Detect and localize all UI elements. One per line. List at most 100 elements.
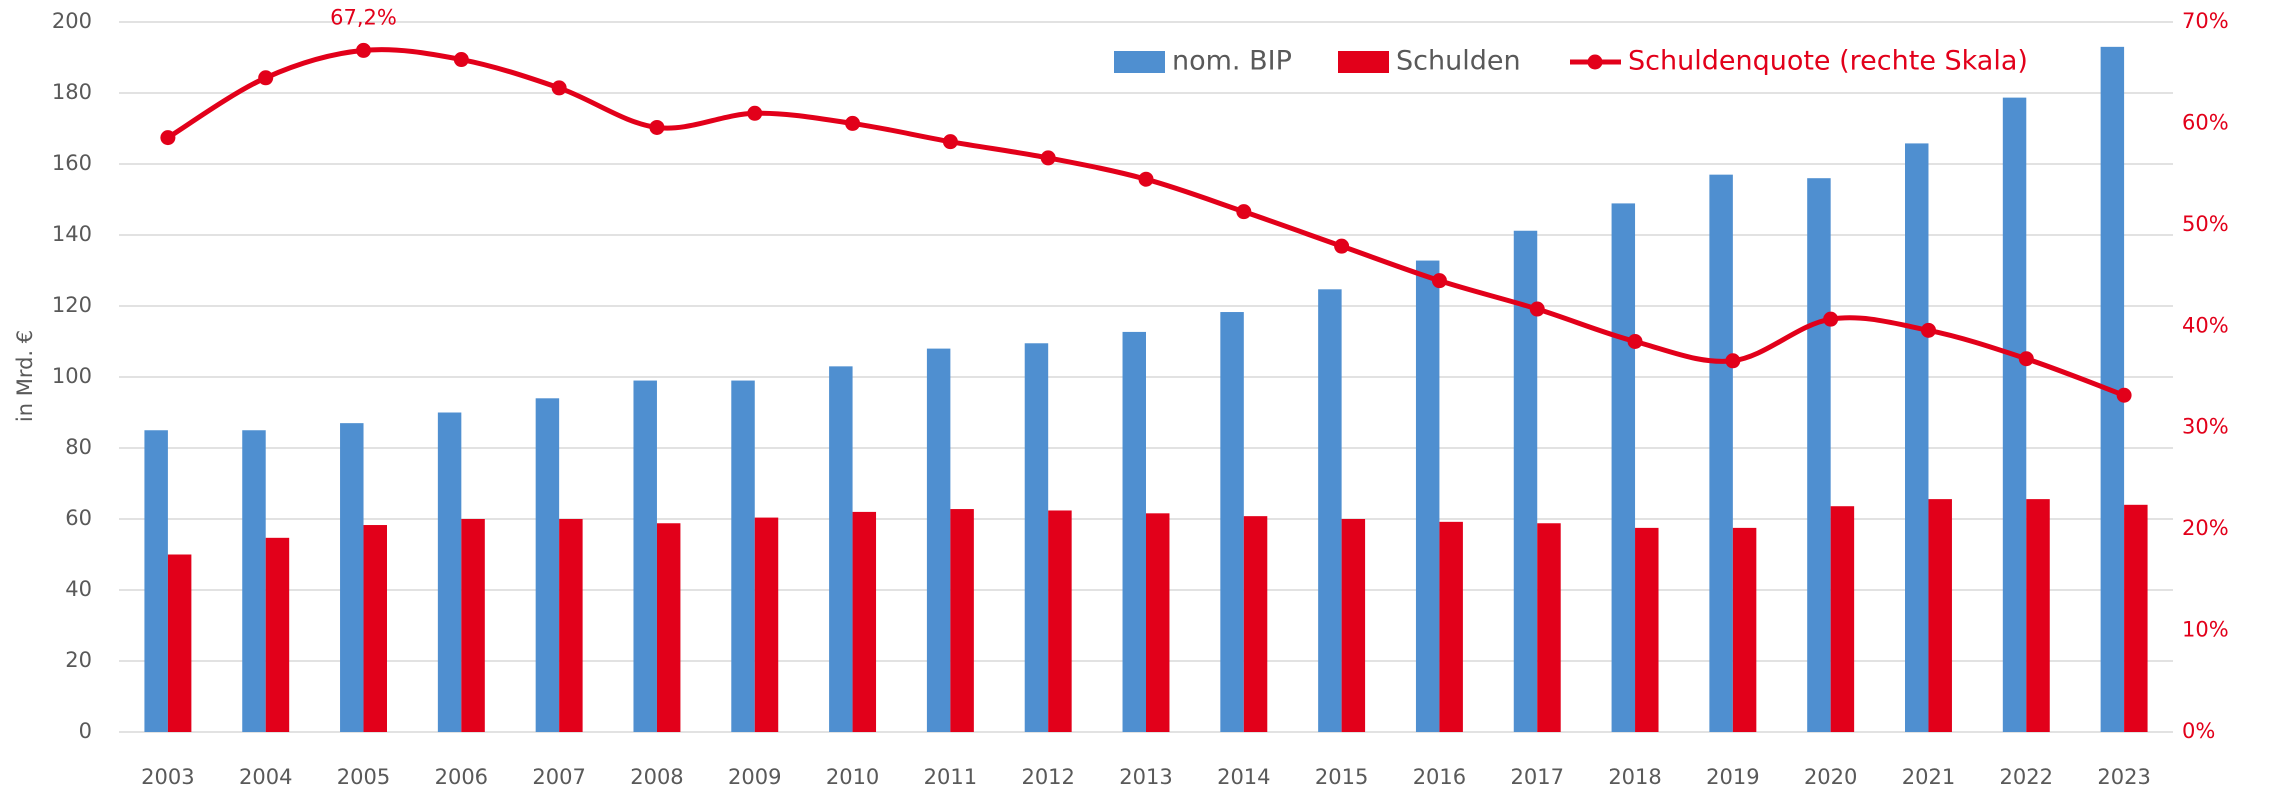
- line-marker: [1529, 301, 1545, 317]
- line: [166, 47, 2125, 398]
- y2-tick-label: 30%: [2182, 415, 2229, 439]
- line-marker: [356, 42, 372, 58]
- line-marker: [2018, 351, 2034, 367]
- bar: [950, 509, 974, 732]
- bar: [2002, 97, 2027, 733]
- bar: [2026, 499, 2050, 732]
- y2-tick-label: 50%: [2182, 212, 2229, 236]
- line-marker: [551, 80, 567, 96]
- bar: [437, 412, 462, 732]
- y2-tick-label: 20%: [2182, 516, 2229, 540]
- line-marker: [1431, 273, 1447, 289]
- legend-swatch: [1587, 54, 1603, 70]
- bar: [1830, 506, 1855, 732]
- bar: [340, 423, 364, 732]
- line-marker: [1334, 238, 1350, 254]
- bar: [1220, 312, 1244, 732]
- x-tick-label: 2005: [337, 765, 390, 789]
- line-marker: [1040, 150, 1056, 166]
- bar: [852, 511, 877, 732]
- bar: [1709, 174, 1733, 732]
- x-tick-label: 2007: [532, 765, 585, 789]
- line-marker: [453, 52, 469, 68]
- bar: [731, 380, 755, 732]
- bar: [1146, 513, 1170, 732]
- line-marker: [1627, 334, 1643, 349]
- legend-label: Schulden: [1396, 46, 1521, 77]
- bar: [242, 430, 266, 732]
- bar: [1928, 499, 1952, 732]
- bar: [1048, 510, 1072, 732]
- line-marker: [649, 119, 665, 135]
- bar: [1905, 143, 1929, 732]
- y-tick-label: 20: [65, 648, 92, 672]
- legend-swatch: [1338, 51, 1389, 73]
- line-marker: [942, 134, 958, 150]
- bar: [1807, 178, 1831, 732]
- x-tick-label: 2010: [826, 765, 879, 789]
- line-marker: [160, 130, 176, 146]
- y2-tick-label: 70%: [2182, 9, 2229, 33]
- y-tick-label: 0: [79, 719, 92, 743]
- bar: [559, 519, 583, 732]
- bar: [265, 537, 290, 732]
- x-tick-label: 2008: [630, 765, 683, 789]
- legend-label: nom. BIP: [1172, 46, 1292, 77]
- line-marker: [1138, 171, 1154, 187]
- y-axis-label: in Mrd. €: [13, 330, 37, 422]
- y2-tick-label: 0%: [2182, 719, 2215, 743]
- bar: [1439, 521, 1463, 732]
- bar: [2124, 504, 2148, 732]
- y2-tick-label: 60%: [2182, 110, 2229, 134]
- bar: [926, 348, 951, 732]
- x-tick-label: 2022: [2000, 765, 2053, 789]
- bar: [1415, 260, 1440, 732]
- bar: [1318, 289, 1342, 732]
- x-tick-label: 2004: [239, 765, 292, 789]
- line-marker: [1920, 322, 1936, 338]
- x-tick-label: 2023: [2097, 765, 2150, 789]
- bar: [1341, 519, 1366, 732]
- x-tick-label: 2013: [1119, 765, 1172, 789]
- x-tick-label: 2012: [1021, 765, 1074, 789]
- bar: [1024, 343, 1049, 732]
- bar: [1732, 527, 1757, 732]
- legend-label: Schuldenquote (rechte Skala): [1628, 46, 2028, 77]
- y-tick-label: 140: [52, 222, 92, 246]
- line-marker: [1725, 353, 1741, 369]
- x-tick-label: 2014: [1217, 765, 1270, 789]
- x-tick-label: 2019: [1706, 765, 1759, 789]
- y-tick-label: 180: [52, 80, 92, 104]
- y-tick-label: 80: [65, 435, 92, 459]
- x-tick-label: 2018: [1608, 765, 1661, 789]
- line-marker: [258, 70, 274, 86]
- bar: [535, 398, 560, 732]
- bar: [1122, 331, 1146, 732]
- line-marker: [1236, 204, 1252, 220]
- y-tick-label: 200: [52, 9, 92, 33]
- line-marker: [2116, 387, 2132, 403]
- bar: [1537, 523, 1561, 732]
- data-label: 67,2%: [330, 5, 397, 29]
- bar: [363, 525, 387, 732]
- bar: [1513, 230, 1538, 733]
- x-tick-label: 2006: [435, 765, 488, 789]
- bar: [633, 380, 657, 732]
- bar: [754, 517, 779, 732]
- y-tick-label: 60: [65, 506, 92, 530]
- y-tick-label: 100: [52, 364, 92, 388]
- y-tick-label: 120: [52, 293, 92, 317]
- y2-tick-label: 10%: [2182, 618, 2229, 642]
- legend-swatch: [1114, 51, 1165, 73]
- y-tick-label: 40: [65, 577, 92, 601]
- x-tick-label: 2009: [728, 765, 781, 789]
- bar: [167, 554, 192, 732]
- y-tick-label: 160: [52, 151, 92, 175]
- x-tick-label: 2017: [1511, 765, 1564, 789]
- x-tick-label: 2011: [924, 765, 977, 789]
- bar: [829, 366, 853, 732]
- bar: [1243, 516, 1268, 732]
- y2-tick-label: 40%: [2182, 313, 2229, 337]
- bar: [1635, 527, 1659, 732]
